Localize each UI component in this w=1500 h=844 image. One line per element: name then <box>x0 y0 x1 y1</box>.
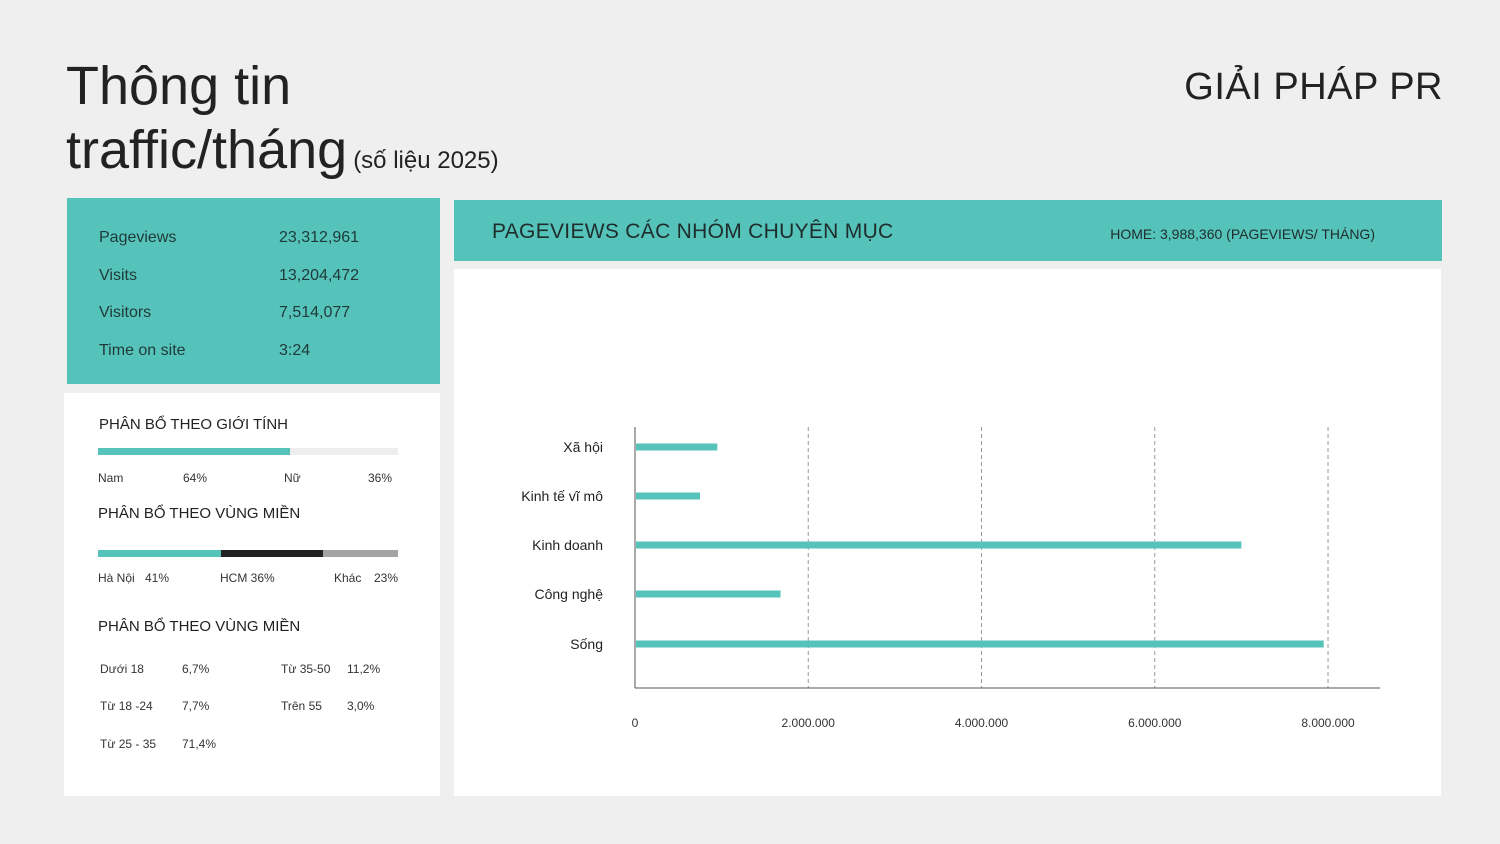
bar-3 <box>636 590 781 598</box>
traffic-stats-panel: Pageviews 23,312,961 Visits 13,204,472 Vis… <box>67 198 440 384</box>
stat-label: Time on site <box>99 342 186 359</box>
age-section-title: PHÂN BỔ THEO VÙNG MIỀN <box>98 618 301 635</box>
x-tick-label: 6.000.000 <box>1128 716 1182 730</box>
age-value: 11,2% <box>347 662 381 676</box>
region-other-label: Khác <box>334 571 362 585</box>
gender-bar-track <box>98 448 398 455</box>
category-label: Công nghệ <box>534 586 603 602</box>
x-tick-label: 4.000.000 <box>955 716 1009 730</box>
bar-4 <box>636 640 1324 648</box>
x-tick-label: 0 <box>632 716 639 730</box>
x-tick-label: 8.000.000 <box>1301 716 1355 730</box>
bar-2 <box>636 541 1242 549</box>
region-bar-hcm <box>221 550 323 557</box>
title-line-1: Thông tin <box>66 56 292 116</box>
chart-header: PAGEVIEWS CÁC NHÓM CHUYÊN MỤC HOME: 3,98… <box>454 200 1442 261</box>
age-label: Dưới 18 <box>100 662 144 676</box>
section-brand-title: GIẢI PHÁP PR <box>1184 66 1443 108</box>
gender-female-value: 36% <box>368 471 393 485</box>
stat-value: 23,312,961 <box>279 229 360 246</box>
region-bar <box>98 550 398 557</box>
title-line-2: traffic/tháng (số liệu 2025) <box>66 118 499 193</box>
bar-1 <box>636 492 700 500</box>
region-hanoi-value: 41% <box>145 571 170 585</box>
chart-card: Xã hội Kinh tế vĩ mô Kinh doanh Công nghệ Số… <box>454 269 1441 796</box>
stat-row-visits: Visits 13,204,472 <box>99 267 359 285</box>
region-hcm-label: HCM 36% <box>220 571 275 585</box>
stat-label: Pageviews <box>99 229 177 246</box>
chart-home-note: HOME: 3,988,360 (PAGEVIEWS/ THÁNG) <box>1110 226 1375 242</box>
stat-value: 3:24 <box>279 342 311 359</box>
region-hanoi-label: Hà Nội <box>98 571 135 585</box>
stat-row-pageviews: Pageviews 23,312,961 <box>99 229 359 247</box>
title-line-2-text: traffic/tháng <box>66 120 348 180</box>
gender-bar-male-fill <box>98 448 290 455</box>
age-label: Từ 25 - 35 <box>100 737 157 751</box>
age-value: 7,7% <box>182 699 210 713</box>
region-bar-hanoi <box>98 550 221 557</box>
category-label: Kinh doanh <box>532 537 603 553</box>
region-bar-other <box>323 550 398 557</box>
chart-title: PAGEVIEWS CÁC NHÓM CHUYÊN MỤC <box>492 220 894 243</box>
stat-value: 7,514,077 <box>279 304 351 321</box>
stat-label: Visitors <box>99 304 152 321</box>
gender-male-value: 64% <box>183 471 208 485</box>
stat-label: Visits <box>99 267 137 284</box>
stat-row-time-on-site: Time on site 3:24 <box>99 342 310 360</box>
age-value: 71,4% <box>182 737 217 751</box>
bar-0 <box>636 443 718 451</box>
age-value: 6,7% <box>182 662 210 676</box>
region-section-title: PHÂN BỔ THEO VÙNG MIỀN <box>98 505 301 522</box>
page-title: Thông tin traffic/tháng (số liệu 2025) <box>66 54 499 193</box>
gender-female-label: Nữ <box>284 471 301 485</box>
age-label: Trên 55 <box>281 699 322 713</box>
region-other-value: 23% <box>374 571 399 585</box>
category-label: Xã hội <box>563 439 603 455</box>
x-tick-label: 2.000.000 <box>782 716 836 730</box>
pageviews-bar-chart: Xã hội Kinh tế vĩ mô Kinh doanh Công nghệ Số… <box>521 427 1380 730</box>
age-label: Từ 18 -24 <box>100 699 153 713</box>
category-label: Kinh tế vĩ mô <box>521 488 603 504</box>
age-label: Từ 35-50 <box>281 662 331 676</box>
category-label: Sống <box>570 636 603 652</box>
title-note: (số liệu 2025) <box>353 147 499 174</box>
demographics-card: PHÂN BỔ THEO GIỚI TÍNH Nam 64% Nữ 36% PH… <box>64 393 440 796</box>
gender-male-label: Nam <box>98 471 124 485</box>
stat-value: 13,204,472 <box>279 267 360 284</box>
stat-row-visitors: Visitors 7,514,077 <box>99 304 350 322</box>
age-value: 3,0% <box>347 699 375 713</box>
gender-section-title: PHÂN BỔ THEO GIỚI TÍNH <box>99 416 289 433</box>
